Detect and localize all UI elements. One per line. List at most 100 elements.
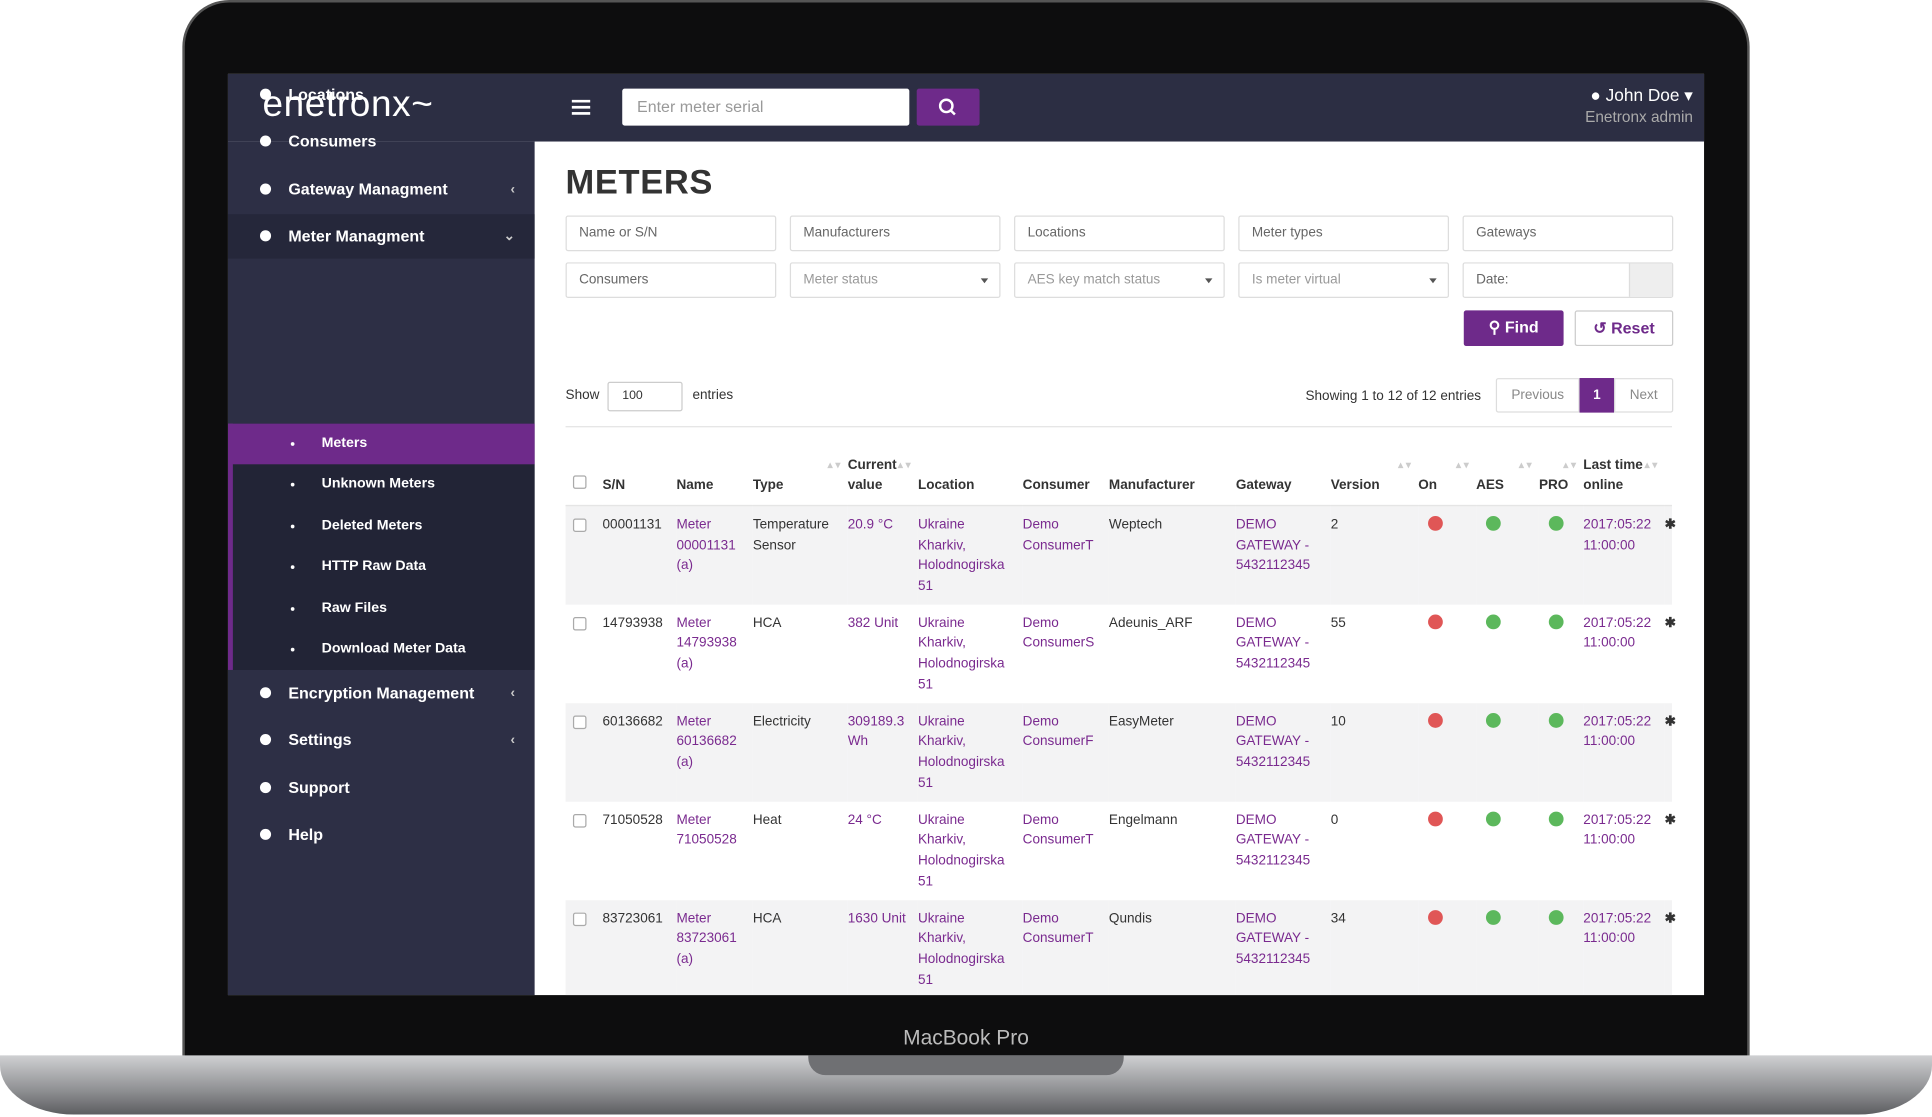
- row-settings[interactable]: ✱: [1664, 713, 1676, 729]
- header-cell[interactable]: Name: [676, 427, 753, 507]
- cell-text[interactable]: 1630 Unit: [847, 910, 906, 926]
- nav-item[interactable]: Gateway Managment ‹: [228, 167, 535, 211]
- header-cell[interactable]: AES ▴ ▾: [1476, 427, 1539, 507]
- cell-text[interactable]: Demo ConsumerT: [1022, 517, 1094, 553]
- row-settings[interactable]: ✱: [1664, 517, 1676, 533]
- header-cell[interactable]: Gateway: [1235, 427, 1331, 507]
- cell-text[interactable]: Ukraine Kharkiv, Holodnogirska 51: [917, 713, 1005, 791]
- filter-input[interactable]: Date:: [1462, 262, 1674, 299]
- checkbox[interactable]: [572, 813, 587, 827]
- cell-text[interactable]: Demo ConsumerF: [1022, 713, 1094, 750]
- cell-text[interactable]: 382 Unit: [847, 615, 899, 630]
- cell-text[interactable]: Meter 60136682 (a): [676, 713, 737, 770]
- cell: 83723061: [602, 899, 677, 996]
- cell-text[interactable]: Ukraine Kharkiv, Holodnogirska 51: [917, 910, 1005, 988]
- row-settings[interactable]: ✱: [1664, 812, 1676, 827]
- header-cell[interactable]: Type ▴ ▾: [752, 427, 848, 507]
- checkbox[interactable]: [572, 714, 587, 729]
- filter-input[interactable]: Meter types: [1238, 215, 1449, 252]
- cell-text: Qundis: [1108, 910, 1152, 926]
- filter-input[interactable]: Manufacturers: [789, 215, 1001, 252]
- submenu-item[interactable]: Raw Files: [228, 588, 535, 629]
- page-length[interactable]: 100: [607, 381, 683, 412]
- filter-input[interactable]: Name or S/N: [565, 215, 777, 252]
- reset-label: Reset: [1611, 318, 1655, 338]
- checkbox[interactable]: [572, 911, 587, 926]
- cell-text[interactable]: DEMO GATEWAY - 5432112345: [1235, 517, 1311, 574]
- prev-button[interactable]: Previous: [1495, 378, 1580, 413]
- filter-input[interactable]: Is meter virtual: [1238, 262, 1449, 299]
- header-cell[interactable]: Current value ▴ ▾: [847, 427, 918, 507]
- cell-text[interactable]: Meter 71050528: [676, 812, 737, 848]
- cell-text[interactable]: Ukraine Kharkiv, Holodnogirska 51: [917, 812, 1005, 889]
- filter-input[interactable]: Locations: [1014, 215, 1225, 252]
- nav-item[interactable]: Encryption Management ‹: [228, 671, 535, 715]
- filter-input[interactable]: Consumers: [565, 262, 777, 299]
- cell-text[interactable]: DEMO GATEWAY - 5432112345: [1235, 812, 1311, 869]
- search-button[interactable]: [916, 88, 980, 126]
- cell-text: 55: [1330, 615, 1346, 630]
- header-cell[interactable]: Consumer: [1022, 427, 1109, 507]
- nav-item[interactable]: Meter Managment ⌄: [227, 214, 535, 259]
- submenu-item[interactable]: Deleted Meters: [228, 506, 535, 547]
- cell-text[interactable]: Ukraine Kharkiv, Holodnogirska 51: [917, 517, 1005, 594]
- nav-item[interactable]: Locations: [228, 74, 535, 117]
- cell-text[interactable]: 2017:05:22 11:00:00: [1583, 517, 1652, 553]
- submenu-item[interactable]: Download Meter Data: [228, 629, 535, 670]
- cell-text[interactable]: 20.9 °C: [847, 517, 894, 533]
- cell-text[interactable]: DEMO GATEWAY - 5432112345: [1235, 910, 1311, 967]
- cell-text: 0: [1330, 812, 1339, 827]
- cell-text[interactable]: Demo ConsumerT: [1022, 910, 1094, 947]
- search-input[interactable]: Enter meter serial: [622, 88, 910, 126]
- cell-text[interactable]: Meter 00001131 (a): [676, 517, 736, 574]
- header-cell[interactable]: On ▴ ▾: [1418, 427, 1477, 507]
- nav-item[interactable]: Support: [228, 766, 535, 810]
- menu-toggle[interactable]: [571, 99, 592, 116]
- cell-text[interactable]: Meter 14793938 (a): [676, 615, 737, 672]
- header-cell[interactable]: PRO ▴ ▾: [1538, 427, 1584, 507]
- cell-text[interactable]: DEMO GATEWAY - 5432112345: [1235, 615, 1311, 672]
- filter-input[interactable]: Meter status: [789, 262, 1001, 299]
- submenu-item[interactable]: HTTP Raw Data: [228, 547, 535, 588]
- cell-text[interactable]: 2017:05:22 11:00:00: [1583, 812, 1652, 848]
- cell-text[interactable]: 2017:05:22 11:00:00: [1583, 910, 1652, 947]
- page-button[interactable]: 1: [1579, 378, 1615, 413]
- cell-text[interactable]: DEMO GATEWAY - 5432112345: [1235, 713, 1311, 770]
- nav-item[interactable]: Consumers: [228, 119, 535, 163]
- nav-icon: [259, 88, 272, 100]
- user-menu[interactable]: ● John Doe ▾ Enetronx admin: [1585, 85, 1693, 126]
- header-cell[interactable]: Last time online ▴ ▾: [1583, 427, 1665, 507]
- cell-text[interactable]: 2017:05:22 11:00:00: [1583, 713, 1652, 750]
- cell-text[interactable]: Meter 83723061 (a): [676, 910, 737, 967]
- checkbox[interactable]: [572, 475, 587, 490]
- header-cell[interactable]: Version ▴ ▾: [1330, 427, 1419, 507]
- nav-item[interactable]: Settings ‹: [228, 718, 535, 762]
- cell-text[interactable]: Demo ConsumerS: [1022, 615, 1095, 651]
- cell-text[interactable]: Ukraine Kharkiv, Holodnogirska 51: [917, 615, 1005, 692]
- header-cell[interactable]: Location: [917, 427, 1023, 507]
- row-settings[interactable]: ✱: [1664, 910, 1676, 926]
- checkbox[interactable]: [572, 616, 587, 630]
- row-settings[interactable]: ✱: [1664, 615, 1676, 630]
- next-button[interactable]: Next: [1614, 378, 1674, 413]
- cell-text[interactable]: 2017:05:22 11:00:00: [1583, 615, 1652, 651]
- status-dot: [1548, 810, 1564, 826]
- header-label: Manufacturer: [1108, 478, 1195, 493]
- submenu-item[interactable]: Unknown Meters: [228, 465, 535, 506]
- brand[interactable]: enetronx~: [262, 83, 434, 125]
- filter-placeholder: Consumers: [579, 272, 649, 287]
- cell-text[interactable]: 24 °C: [847, 812, 882, 827]
- checkbox[interactable]: [572, 518, 587, 533]
- cell-text[interactable]: 309189.3 Wh: [847, 713, 905, 750]
- header-cell[interactable]: Manufacturer: [1108, 427, 1236, 507]
- find-button[interactable]: ⚲ Find: [1463, 310, 1564, 347]
- nav-icon: [259, 828, 272, 840]
- filter-input[interactable]: Gateways: [1462, 215, 1674, 252]
- header-cell[interactable]: S/N: [602, 427, 677, 507]
- nav-chevron: ‹: [510, 685, 516, 701]
- cell-text[interactable]: Demo ConsumerT: [1022, 812, 1094, 848]
- submenu-item[interactable]: Meters: [227, 423, 535, 465]
- nav-item[interactable]: Help: [228, 813, 535, 857]
- filter-input[interactable]: AES key match status: [1014, 262, 1225, 299]
- reset-button[interactable]: ↺ Reset: [1574, 310, 1674, 347]
